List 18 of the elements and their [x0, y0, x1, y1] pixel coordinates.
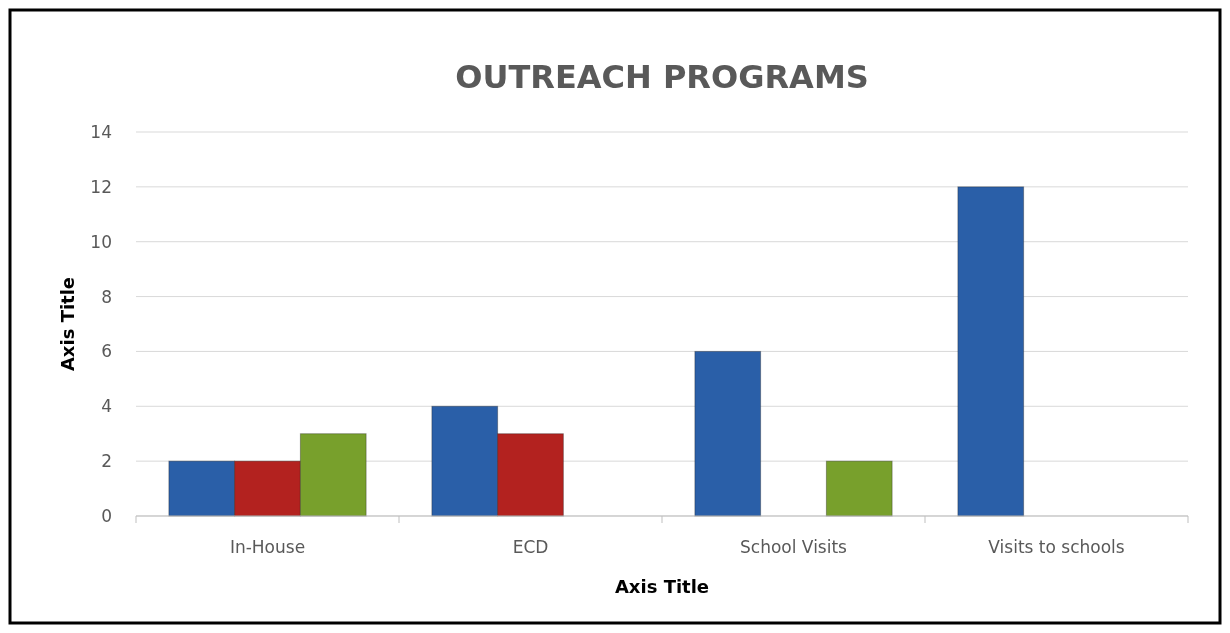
y-tick-label: 10: [90, 231, 112, 252]
y-tick-label: 2: [101, 451, 112, 472]
y-tick-label: 12: [90, 176, 112, 197]
x-tick-label: In-House: [229, 537, 306, 557]
y-tick-label: 8: [101, 286, 112, 307]
bar: [957, 186, 1025, 517]
y-tick-label: 6: [101, 341, 112, 362]
y-axis-title: Axis Title: [57, 276, 78, 372]
chart-title: OUTREACH PROGRAMS: [455, 58, 869, 96]
y-tick-label: 0: [101, 505, 112, 526]
bar: [694, 350, 762, 517]
x-tick-label: Visits to schools: [988, 537, 1125, 557]
x-axis-title: Axis Title: [614, 576, 710, 597]
x-tick-label: ECD: [512, 537, 549, 557]
x-tick-label: School Visits: [740, 537, 848, 557]
y-tick-label: 14: [90, 121, 112, 142]
y-tick-label: 4: [101, 396, 112, 417]
bar: [825, 460, 893, 517]
